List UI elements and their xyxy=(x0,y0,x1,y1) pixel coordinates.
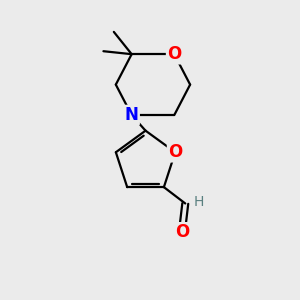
Text: O: O xyxy=(175,223,189,241)
Text: O: O xyxy=(167,45,182,63)
Text: H: H xyxy=(194,195,204,209)
Text: O: O xyxy=(168,143,182,161)
Text: N: N xyxy=(125,106,139,124)
